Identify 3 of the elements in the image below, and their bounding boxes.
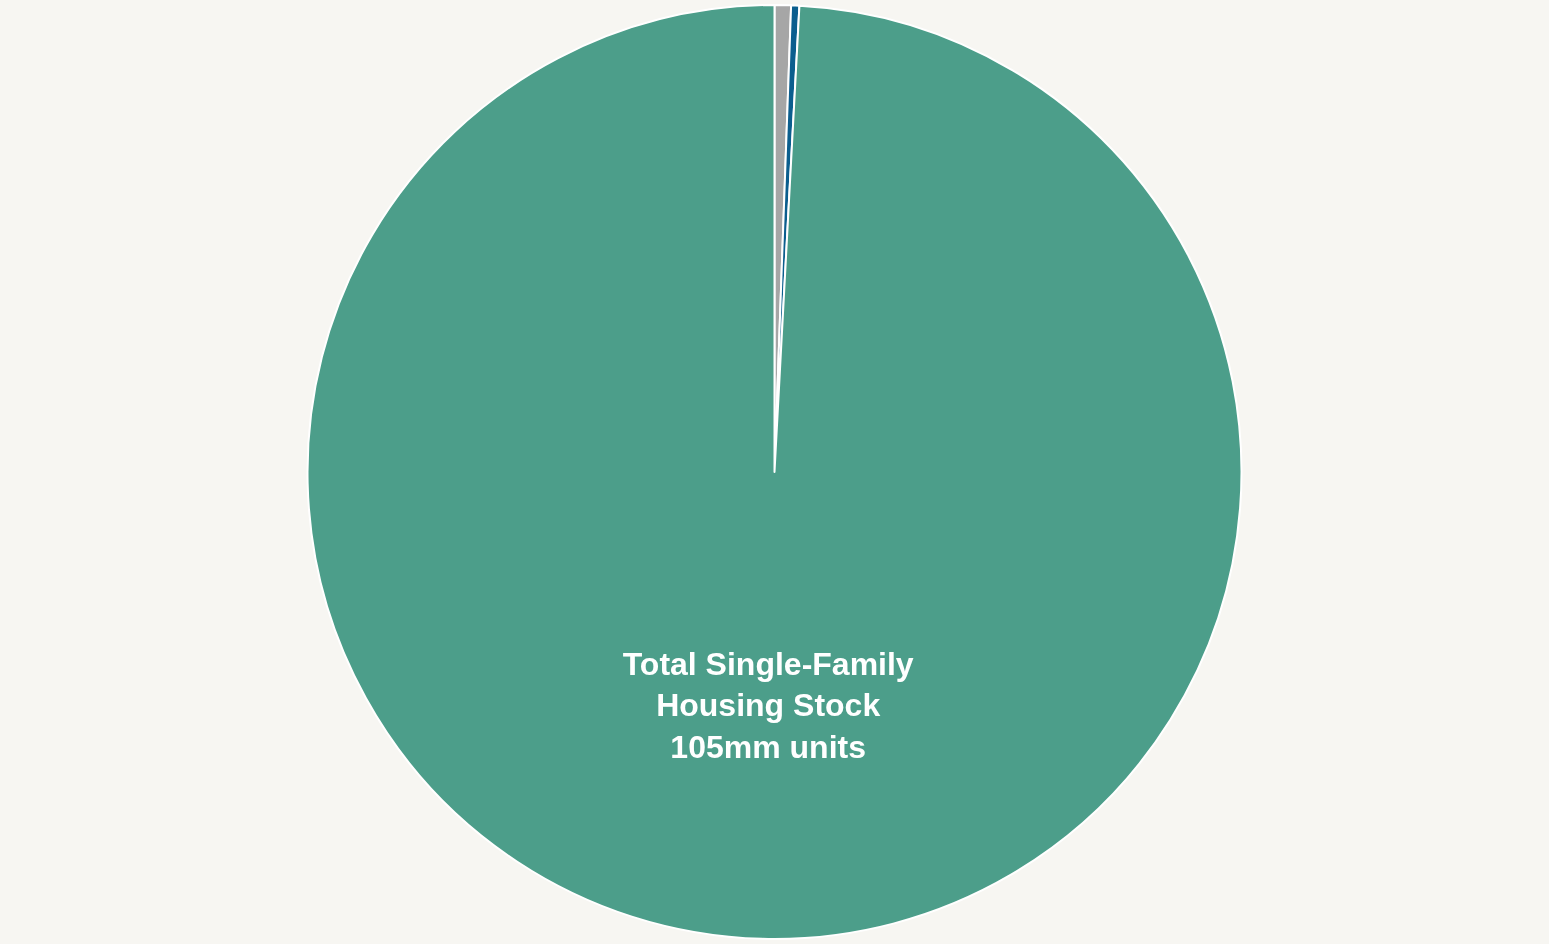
pie-slice — [306, 4, 1243, 940]
slice-label: Total Single-Family Housing Stock — [622, 645, 914, 724]
data-label: 105mm units — [670, 729, 866, 766]
